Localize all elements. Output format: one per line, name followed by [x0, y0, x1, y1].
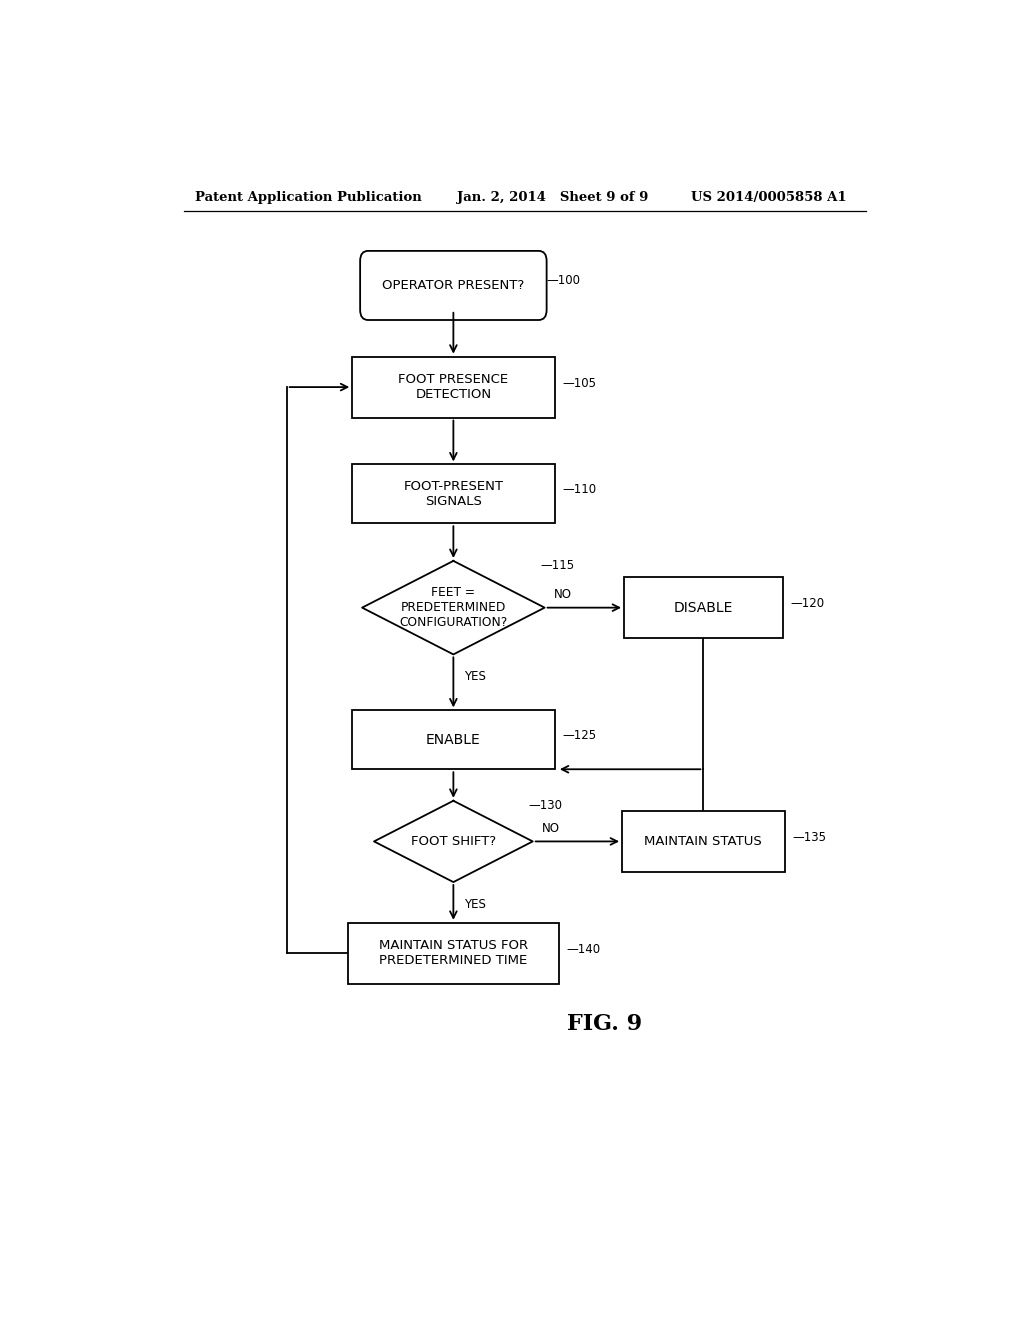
Polygon shape [374, 801, 532, 882]
Text: —125: —125 [562, 729, 597, 742]
Text: US 2014/0005858 A1: US 2014/0005858 A1 [691, 190, 847, 203]
Text: FOOT PRESENCE
DETECTION: FOOT PRESENCE DETECTION [398, 374, 509, 401]
Bar [352, 356, 555, 417]
Text: Patent Application Publication: Patent Application Publication [196, 190, 422, 203]
Bar [624, 577, 782, 638]
Bar [348, 923, 558, 983]
Text: OPERATOR PRESENT?: OPERATOR PRESENT? [382, 279, 524, 292]
Bar [352, 465, 555, 523]
Text: —105: —105 [562, 376, 597, 389]
Text: MAINTAIN STATUS: MAINTAIN STATUS [644, 836, 762, 847]
FancyBboxPatch shape [360, 251, 547, 319]
Polygon shape [362, 561, 545, 655]
Text: —110: —110 [562, 483, 597, 496]
Text: FOOT SHIFT?: FOOT SHIFT? [411, 836, 496, 847]
Text: DISABLE: DISABLE [674, 601, 733, 615]
Text: FEET =
PREDETERMINED
CONFIGURATION?: FEET = PREDETERMINED CONFIGURATION? [399, 586, 508, 630]
Text: YES: YES [465, 898, 486, 911]
Text: —100: —100 [547, 273, 581, 286]
Text: MAINTAIN STATUS FOR
PREDETERMINED TIME: MAINTAIN STATUS FOR PREDETERMINED TIME [379, 940, 528, 968]
Bar [352, 710, 555, 770]
Text: —130: —130 [528, 800, 563, 812]
Text: —135: —135 [793, 830, 826, 843]
Bar [622, 810, 784, 873]
Text: NO: NO [554, 587, 572, 601]
Text: —120: —120 [791, 597, 824, 610]
Text: Jan. 2, 2014   Sheet 9 of 9: Jan. 2, 2014 Sheet 9 of 9 [458, 190, 649, 203]
Text: ENABLE: ENABLE [426, 733, 480, 747]
Text: YES: YES [465, 671, 486, 684]
Text: FIG. 9: FIG. 9 [566, 1014, 642, 1035]
Text: FOOT-PRESENT
SIGNALS: FOOT-PRESENT SIGNALS [403, 479, 504, 508]
Text: —140: —140 [566, 942, 601, 956]
Text: —115: —115 [541, 560, 574, 573]
Text: NO: NO [543, 822, 560, 834]
